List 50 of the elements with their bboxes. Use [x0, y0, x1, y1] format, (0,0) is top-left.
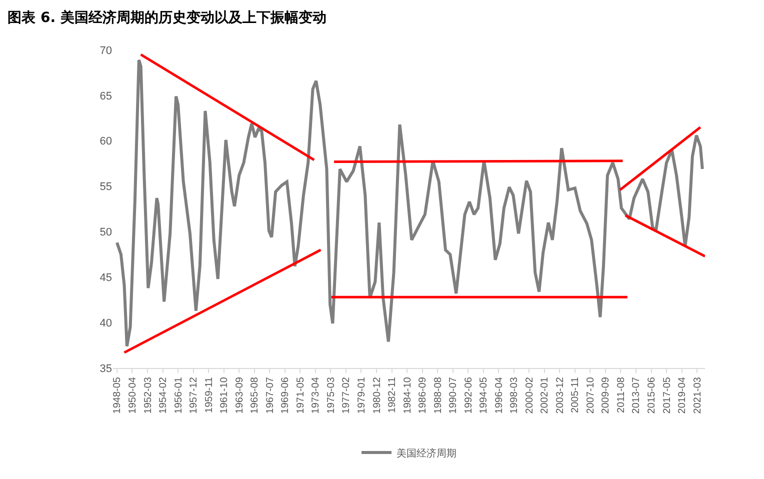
x-tick-label: 1973-04 [310, 376, 322, 414]
y-tick-label: 50 [100, 226, 112, 239]
x-tick-label: 1975-03 [326, 376, 337, 414]
x-tick-label: 1961-10 [219, 376, 230, 414]
x-tick-label: 1988-08 [432, 376, 444, 414]
x-tick-label: 1977-02 [341, 376, 352, 414]
x-tick-label: 2009-09 [600, 376, 612, 414]
x-tick-label: 2013-07 [631, 376, 642, 414]
x-tick-label: 1992-06 [463, 376, 474, 414]
x-tick-label: 2002-01 [540, 376, 551, 414]
x-tick-label: 2003-12 [554, 376, 566, 414]
y-tick-label: 65 [100, 90, 112, 102]
x-tick-label: 2019-04 [677, 376, 688, 414]
y-tick-label: 35 [100, 362, 112, 375]
x-tick-label: 1984-10 [402, 376, 414, 414]
x-tick-label: 1954-02 [158, 376, 170, 414]
x-tick-label: 1994-05 [478, 376, 490, 414]
x-tick-label: 1957-12 [188, 376, 200, 414]
x-tick-label: 1998-03 [509, 376, 520, 414]
x-tick-label: 1967-07 [264, 376, 276, 414]
chart-title: 图表 6. 美国经济周期的历史变动以及上下振幅变动 [8, 8, 326, 26]
x-tick-label: 1959-11 [204, 376, 215, 413]
x-tick-label: 2015-06 [646, 376, 658, 414]
x-tick-label: 1950-04 [127, 376, 138, 414]
y-tick-label: 60 [100, 136, 112, 148]
x-tick-label: 1996-04 [494, 376, 505, 414]
x-tick-label: 1952-03 [142, 376, 154, 414]
line-series [115, 58, 704, 348]
x-tick-label: 2021-03 [692, 376, 704, 414]
x-tick-label: 1986-09 [418, 376, 429, 414]
x-tick-label: 2005-11 [570, 376, 582, 413]
x-tick-label: 2000-02 [524, 376, 536, 414]
y-tick-label: 70 [100, 44, 112, 57]
x-tick-label: 1979-01 [356, 376, 368, 414]
x-tick-label: 1965-08 [250, 376, 261, 414]
x-tick-label: 1982-11 [387, 376, 398, 413]
x-tick-label: 1980-12 [372, 376, 383, 414]
y-tick-label: 55 [100, 181, 112, 194]
x-tick-label: 2011-08 [616, 376, 627, 413]
y-tick-label: 45 [100, 272, 112, 284]
x-tick-label: 1948-05 [112, 376, 124, 414]
x-tick-label: 1956-01 [173, 376, 184, 414]
legend-label: 美国经济周期 [396, 447, 456, 460]
y-tick-label: 40 [100, 317, 112, 330]
x-tick-label: 1963-09 [234, 376, 246, 414]
x-tick-label: 2017-05 [662, 376, 673, 414]
x-tick-label: 1990-07 [448, 376, 460, 414]
x-tick-label: 2007-10 [585, 376, 596, 414]
x-tick-label: 1971-05 [295, 376, 306, 414]
x-tick-label: 1969-06 [280, 376, 292, 414]
